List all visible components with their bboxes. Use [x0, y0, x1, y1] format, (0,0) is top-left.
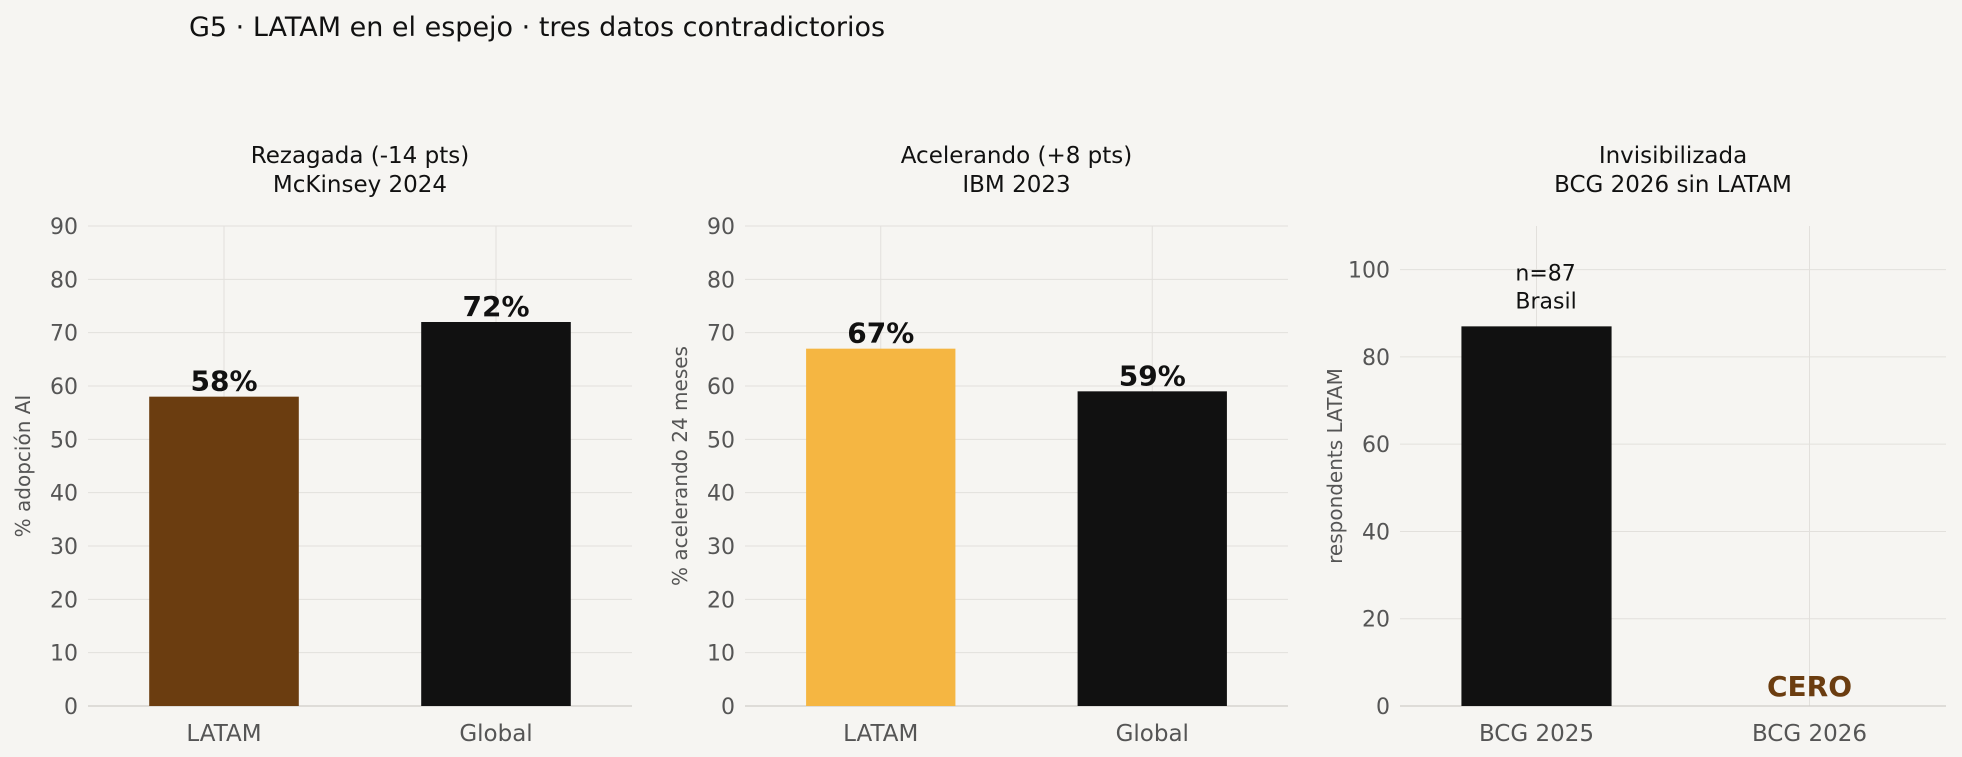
panel-2-ytick-label-50: 50 [707, 428, 735, 453]
panel-2-y-axis-label: % acelerando 24 meses [668, 346, 692, 586]
panel-1-category-label-global: Global [459, 721, 532, 747]
panel-3-ytick-label-60: 60 [1362, 433, 1390, 458]
panel-3-category-label-bcg-2026: BCG 2026 [1752, 721, 1867, 747]
panel-2-data-label-global: 59% [1119, 359, 1186, 392]
panel-3-ytick-label-80: 80 [1362, 346, 1390, 371]
panel-2-category-label-latam: LATAM [843, 721, 918, 747]
panel-2-bar-global [1077, 391, 1227, 706]
panel-1-ytick-label-0: 0 [64, 695, 78, 720]
panel-1-ytick-label-10: 10 [50, 642, 78, 667]
panel-2-ytick-label-60: 60 [707, 375, 735, 400]
panel-1-ytick-label-90: 90 [50, 215, 78, 240]
panel-1-bar-global [421, 322, 571, 706]
panel-1-ytick-label-80: 80 [50, 268, 78, 293]
panel-1-bar-latam [149, 396, 299, 706]
panel-1-ytick-label-40: 40 [50, 482, 78, 507]
panel-1-ytick-label-30: 30 [50, 535, 78, 560]
panel-2-ytick-label-40: 40 [707, 482, 735, 507]
panel-3-ytick-label-20: 20 [1362, 608, 1390, 633]
panel-3-annotation-cero: CERO [1767, 670, 1852, 703]
panel-2-category-label-global: Global [1116, 721, 1189, 747]
panel-1-ytick-label-50: 50 [50, 428, 78, 453]
panel-1-title-line-1: Rezagada (-14 pts) [251, 143, 469, 169]
figure-suptitle: G5 · LATAM en el espejo · tres datos con… [189, 12, 886, 43]
panel-3-ytick-label-40: 40 [1362, 520, 1390, 545]
panel-3-ytick-label-0: 0 [1376, 695, 1390, 720]
panel-1-ytick-label-60: 60 [50, 375, 78, 400]
panel-2-ytick-label-10: 10 [707, 642, 735, 667]
panel-2-ytick-label-30: 30 [707, 535, 735, 560]
panel-3-annotation-brasil: Brasil [1515, 289, 1576, 314]
panel-2-ytick-label-90: 90 [707, 215, 735, 240]
panel-3-bar-bcg-2025 [1461, 326, 1612, 706]
panel-2-title-line-2: IBM 2023 [962, 172, 1070, 198]
panel-3-title-line-1: Invisibilizada [1599, 143, 1747, 169]
panel-2-ytick-label-20: 20 [707, 588, 735, 613]
panel-3-y-axis-label: respondents LATAM [1323, 368, 1347, 564]
panel-2-ytick-label-0: 0 [721, 695, 735, 720]
panel-3-annotation-n-87: n=87 [1515, 261, 1575, 286]
panel-1-ytick-label-70: 70 [50, 322, 78, 347]
panel-3-category-label-bcg-2025: BCG 2025 [1479, 721, 1594, 747]
panel-1-ytick-label-20: 20 [50, 588, 78, 613]
panel-2-title-line-1: Acelerando (+8 pts) [901, 143, 1133, 169]
panel-2-ytick-label-80: 80 [707, 268, 735, 293]
panel-1-data-label-global: 72% [462, 290, 529, 323]
panel-3-title-line-2: BCG 2026 sin LATAM [1554, 172, 1792, 198]
panel-1-data-label-latam: 58% [190, 365, 257, 398]
panel-1-category-label-latam: LATAM [186, 721, 261, 747]
panel-3-ytick-label-100: 100 [1348, 259, 1390, 284]
panel-1-title-line-2: McKinsey 2024 [273, 172, 447, 198]
panel-1-y-axis-label: % adopción AI [11, 395, 35, 538]
panel-2-bar-latam [806, 348, 956, 706]
panel-2-ytick-label-70: 70 [707, 322, 735, 347]
panel-2-data-label-latam: 67% [847, 317, 914, 350]
